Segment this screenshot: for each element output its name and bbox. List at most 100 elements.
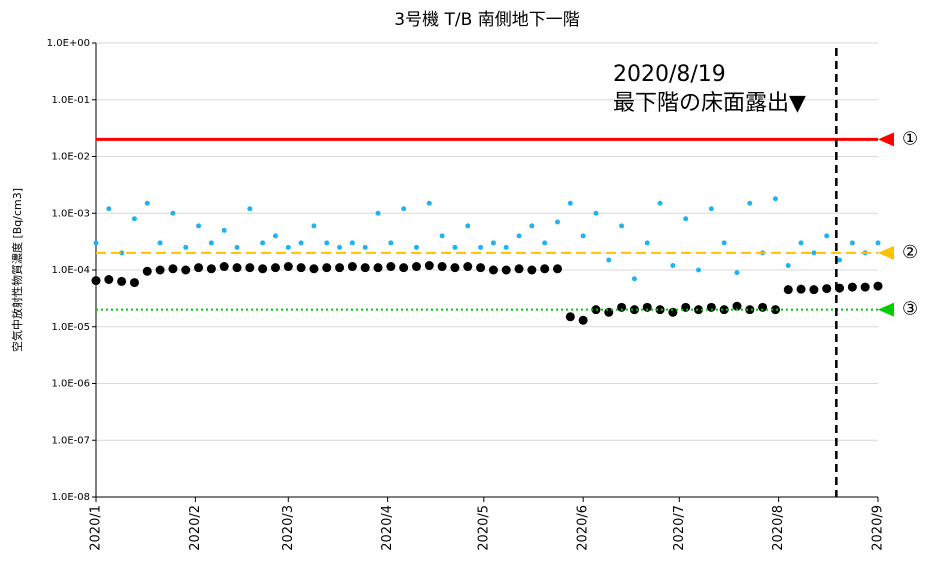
data-point (170, 210, 176, 216)
data-point (668, 307, 678, 317)
data-point (540, 264, 550, 274)
data-point (360, 263, 370, 273)
data-point (785, 263, 791, 269)
y-tick-label: 1.0E-01 (51, 95, 90, 106)
data-point (488, 265, 498, 275)
data-point (809, 285, 819, 295)
data-point (478, 244, 484, 250)
data-point (875, 240, 881, 246)
data-point (476, 263, 486, 273)
data-point (285, 244, 291, 250)
reference-arrow (878, 245, 894, 260)
data-point (578, 315, 588, 325)
data-point (283, 262, 293, 272)
data-point (309, 264, 319, 274)
data-point (465, 223, 471, 229)
data-point (696, 267, 702, 273)
data-point (642, 302, 652, 312)
data-point (732, 301, 742, 311)
data-point (129, 278, 139, 288)
y-tick-label: 1.0E-03 (51, 208, 90, 219)
data-point (847, 282, 857, 292)
data-point (629, 305, 639, 315)
data-point (516, 233, 522, 239)
data-point (424, 261, 434, 271)
data-point (860, 282, 870, 292)
reference-label: ① (902, 128, 918, 149)
data-point (411, 262, 421, 272)
data-point (529, 223, 535, 229)
data-point (324, 240, 330, 246)
data-point (655, 305, 665, 315)
x-tick-label: 2020/6 (576, 505, 591, 551)
data-point (208, 240, 214, 246)
data-point (706, 302, 716, 312)
data-point (619, 223, 625, 229)
data-point (349, 240, 355, 246)
data-point (822, 284, 832, 294)
data-point (106, 206, 112, 212)
data-point (296, 263, 306, 273)
reference-label: ② (902, 242, 918, 263)
y-tick-label: 1.0E-06 (51, 379, 90, 390)
data-point (206, 264, 216, 274)
data-point (362, 244, 368, 250)
data-point (219, 262, 229, 272)
data-point (311, 223, 317, 229)
data-point (745, 305, 755, 315)
annotation-text: 2020/8/19 (613, 62, 726, 87)
x-tick-label: 2020/5 (476, 505, 491, 551)
x-tick-label: 2020/9 (871, 505, 886, 551)
data-point (606, 257, 612, 263)
data-point (335, 263, 345, 273)
data-point (373, 263, 383, 273)
data-point (555, 219, 561, 225)
data-point (580, 233, 586, 239)
x-tick-label: 2020/7 (672, 505, 687, 551)
data-point (258, 264, 268, 274)
annotation-text: 最下階の床面露出▼ (613, 91, 806, 116)
data-point (657, 200, 663, 206)
data-point (758, 302, 768, 312)
data-point (401, 206, 407, 212)
data-point (811, 250, 817, 256)
data-point (796, 284, 806, 294)
data-point (503, 244, 509, 250)
data-point (168, 264, 178, 274)
data-point (245, 263, 255, 273)
data-point (644, 240, 650, 246)
data-point (593, 210, 599, 216)
data-point (721, 240, 727, 246)
y-axis-label: 空気中放射性物質濃度 [Bq/cm3] (10, 188, 24, 352)
data-point (181, 265, 191, 275)
data-point (388, 240, 394, 246)
data-point (798, 240, 804, 246)
data-point (694, 305, 704, 315)
data-point (873, 281, 883, 291)
data-point (270, 263, 280, 273)
data-point (463, 262, 473, 272)
data-point (770, 305, 780, 315)
x-tick-label: 2020/2 (188, 505, 203, 551)
data-point (119, 250, 125, 256)
y-tick-label: 1.0E+00 (47, 38, 90, 49)
data-point (131, 216, 137, 222)
data-point (683, 216, 689, 222)
data-point (183, 244, 189, 250)
data-point (617, 302, 627, 312)
data-point (157, 240, 163, 246)
data-point (91, 276, 101, 286)
data-point (298, 240, 304, 246)
y-tick-label: 1.0E-08 (51, 492, 90, 503)
data-point (142, 266, 152, 276)
data-point (439, 233, 445, 239)
data-point (542, 240, 548, 246)
data-point (194, 263, 204, 273)
data-point (347, 262, 357, 272)
y-tick-label: 1.0E-05 (51, 322, 90, 333)
data-point (221, 227, 227, 233)
data-point (450, 263, 460, 273)
data-point (452, 244, 458, 250)
x-tick-label: 2020/1 (89, 505, 104, 551)
